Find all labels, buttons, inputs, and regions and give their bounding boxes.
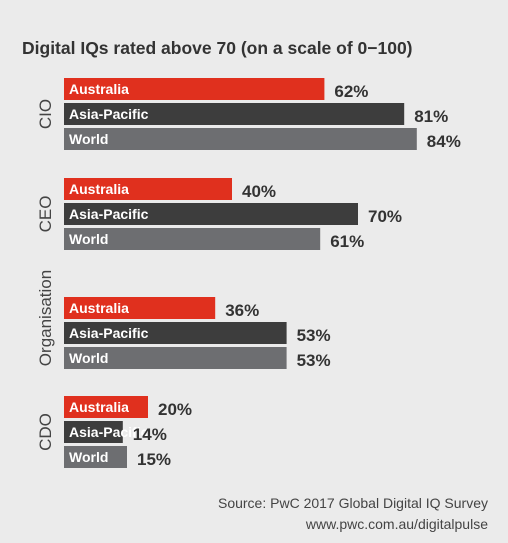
bar-label-australia: Australia [69, 181, 129, 197]
value-label: 14% [133, 425, 167, 444]
bar-world [64, 228, 321, 250]
value-label: 81% [414, 107, 448, 126]
value-label: 84% [427, 132, 461, 151]
bar-asia-pacific [64, 203, 358, 225]
bar-asia-pacific [64, 103, 405, 125]
bar-asia-pacific [64, 322, 287, 344]
bar-label-australia: Australia [69, 300, 129, 316]
bar-label-world: World [69, 350, 108, 366]
value-label: 61% [330, 232, 364, 251]
value-label: 70% [368, 207, 402, 226]
bar-world [64, 128, 417, 150]
bar-label-australia: Australia [69, 81, 129, 97]
group-label: CIO [36, 99, 55, 129]
bar-world [64, 446, 127, 468]
value-label: 62% [334, 82, 368, 101]
bar-australia [64, 297, 216, 319]
bar-label-australia: Australia [69, 399, 129, 415]
bar-label-asia-pacific: Asia-Pacific [69, 106, 149, 122]
bar-label-asia-pacific: Asia-Pacific [69, 206, 149, 222]
chart-title: Digital IQs rated above 70 (on a scale o… [22, 38, 413, 58]
bar-label-world: World [69, 231, 108, 247]
bar-label-world: World [69, 449, 108, 465]
source-url: www.pwc.com.au/digitalpulse [305, 516, 488, 532]
bar-label-asia-pacific: Asia-Pacific [69, 325, 149, 341]
value-label: 53% [297, 326, 331, 345]
bar-world [64, 347, 287, 369]
bar-australia [64, 178, 232, 200]
source-note: Source: PwC 2017 Global Digital IQ Surve… [218, 493, 488, 535]
bar-australia [64, 396, 148, 418]
value-label: 20% [158, 400, 192, 419]
value-label: 36% [225, 301, 259, 320]
bar-label-asia-pacific: Asia-Pacific [69, 424, 149, 440]
group-label: CEO [36, 196, 55, 233]
axis-label: Organisation [36, 270, 55, 366]
value-label: 40% [242, 182, 276, 201]
bar-australia [64, 78, 325, 100]
bar-asia-pacific [64, 421, 123, 443]
source-line: Source: PwC 2017 Global Digital IQ Surve… [217, 495, 488, 511]
value-label: 53% [297, 351, 331, 370]
bar-label-world: World [69, 131, 108, 147]
value-label: 15% [137, 450, 171, 469]
group-label: CDO [36, 413, 55, 451]
